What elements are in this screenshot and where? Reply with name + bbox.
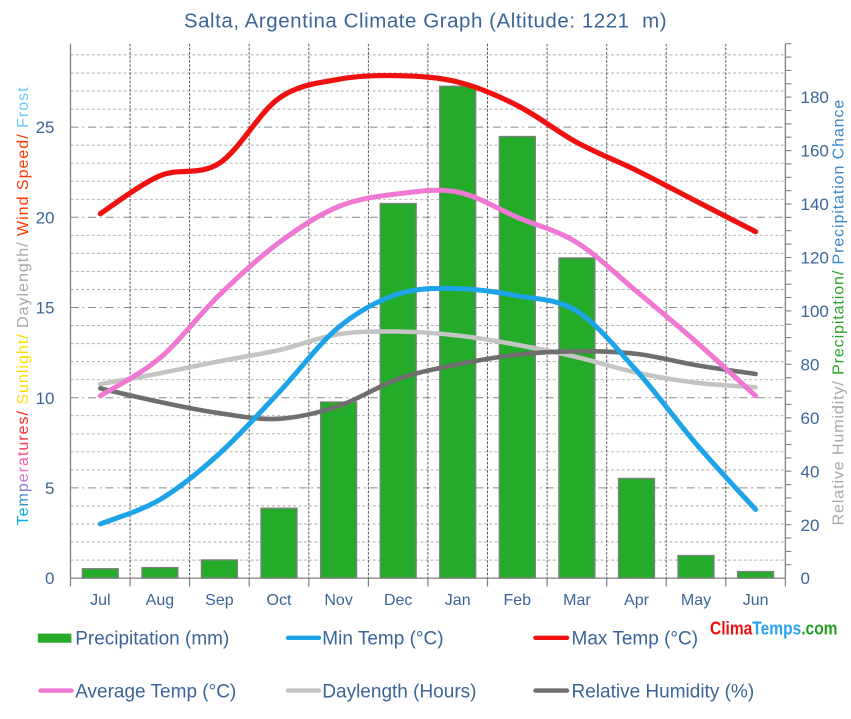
svg-text:25: 25 [36, 118, 55, 137]
svg-text:5: 5 [45, 479, 54, 498]
svg-text:Feb: Feb [504, 592, 532, 609]
svg-text:0: 0 [45, 569, 54, 588]
svg-text:Daylength (Hours): Daylength (Hours) [322, 681, 476, 702]
svg-text:10: 10 [36, 389, 55, 408]
svg-text:Dec: Dec [384, 592, 412, 609]
svg-text:Relative Humidity (%): Relative Humidity (%) [572, 681, 755, 702]
svg-text:Precipitation (mm): Precipitation (mm) [75, 629, 229, 650]
svg-text:Jun: Jun [743, 592, 769, 609]
svg-text:ClimaTemps.com: ClimaTemps.com [710, 618, 838, 639]
svg-text:Apr: Apr [624, 592, 650, 609]
svg-text:Nov: Nov [324, 592, 352, 609]
svg-text:160: 160 [801, 142, 829, 161]
svg-text:Mar: Mar [563, 592, 591, 609]
svg-text:15: 15 [36, 299, 55, 318]
svg-text:Sep: Sep [205, 592, 234, 609]
svg-text:Max Temp (°C): Max Temp (°C) [572, 629, 699, 650]
svg-text:Temperatures/ Sunlight/ Daylen: Temperatures/ Sunlight/ Daylength/ Wind … [15, 86, 32, 525]
svg-text:0: 0 [801, 569, 810, 588]
svg-text:120: 120 [801, 249, 829, 268]
svg-text:180: 180 [801, 88, 829, 107]
svg-text:Aug: Aug [146, 592, 174, 609]
svg-text:40: 40 [801, 462, 820, 481]
svg-text:Min Temp (°C): Min Temp (°C) [322, 629, 443, 650]
svg-text:Jul: Jul [90, 592, 110, 609]
svg-text:Average Temp (°C): Average Temp (°C) [75, 681, 236, 702]
svg-text:Jan: Jan [445, 592, 471, 609]
svg-text:May: May [681, 592, 711, 609]
svg-text:100: 100 [801, 302, 829, 321]
svg-text:Oct: Oct [267, 592, 292, 609]
svg-text:Salta, Argentina Climate Graph: Salta, Argentina Climate Graph (Altitude… [184, 10, 667, 33]
svg-text:Relative Humidity/ Precipitati: Relative Humidity/ Precipitation/ Precip… [831, 99, 848, 526]
svg-text:20: 20 [36, 208, 55, 227]
svg-text:60: 60 [801, 409, 820, 428]
svg-text:140: 140 [801, 195, 829, 214]
svg-text:20: 20 [801, 516, 820, 535]
svg-text:80: 80 [801, 355, 820, 374]
